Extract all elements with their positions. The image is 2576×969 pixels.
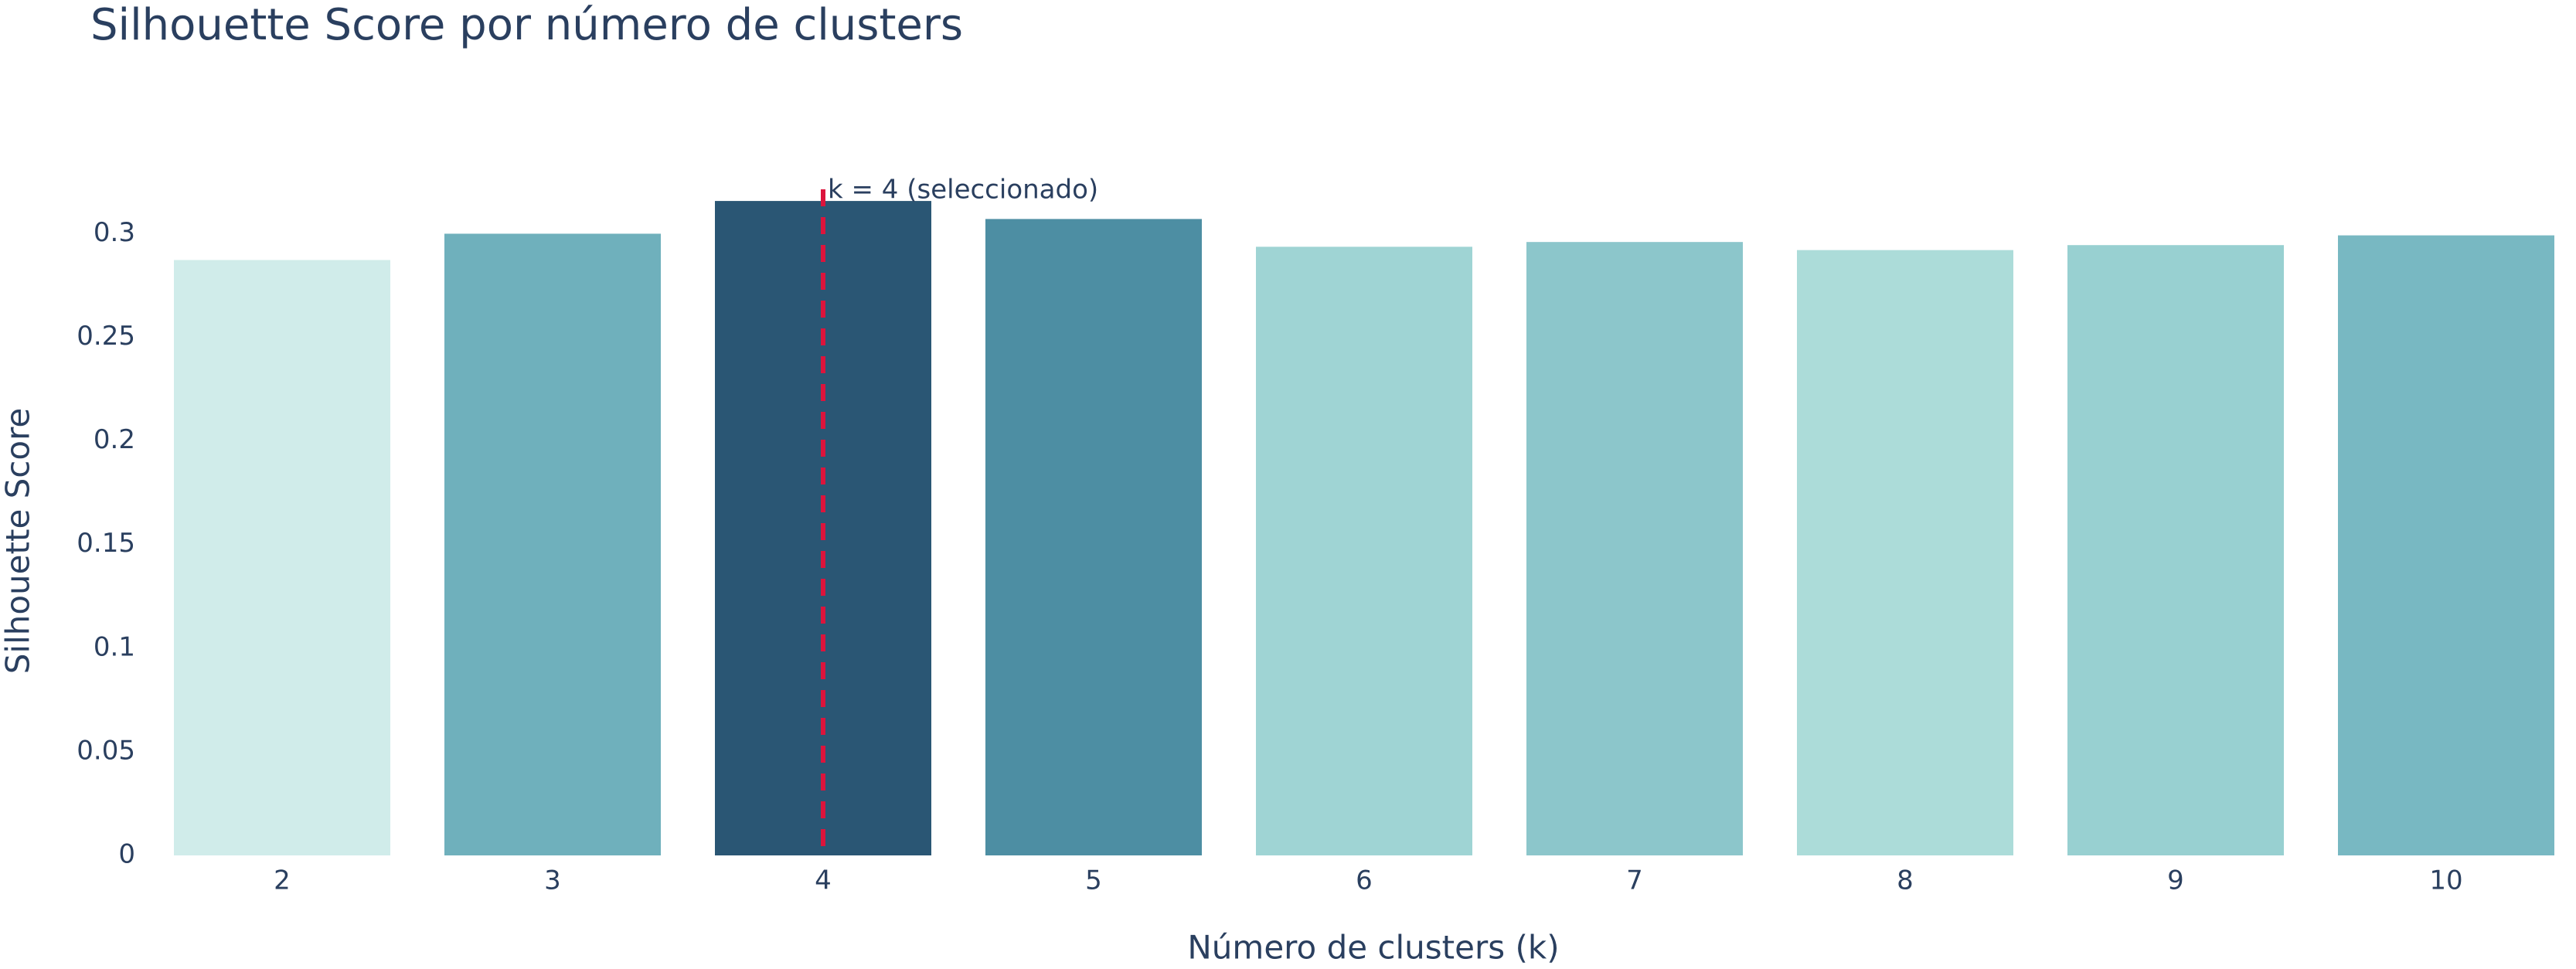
y-tick-label: 0 — [118, 839, 135, 870]
y-tick-label: 0.05 — [77, 735, 135, 766]
bar — [444, 233, 661, 855]
bar — [1256, 246, 1472, 856]
y-tick-label: 0.3 — [94, 217, 135, 248]
x-axis-title: Número de clusters (k) — [1187, 929, 1559, 967]
bar — [174, 260, 390, 855]
y-tick-label: 0.25 — [77, 321, 135, 352]
x-tick-label: 10 — [2429, 865, 2462, 896]
x-tick-label: 6 — [1356, 865, 1373, 896]
x-tick-label: 9 — [2167, 865, 2184, 896]
chart-title: Silhouette Score por número de clusters — [90, 0, 963, 50]
bar — [2338, 235, 2554, 856]
reference-label: k = 4 (seleccionado) — [828, 175, 1098, 206]
x-tick-label: 4 — [815, 865, 832, 896]
x-tick-label: 7 — [1626, 865, 1643, 896]
x-tick-label: 8 — [1897, 865, 1914, 896]
bar — [985, 219, 1202, 855]
y-axis-title: Silhouette Score — [0, 408, 37, 675]
bar — [2067, 245, 2284, 855]
y-tick-label: 0.15 — [77, 528, 135, 559]
y-tick-label: 0.1 — [94, 631, 135, 662]
bar — [1797, 250, 2013, 856]
x-tick-label: 2 — [274, 865, 291, 896]
x-tick-label: 5 — [1085, 865, 1102, 896]
y-tick-label: 0.2 — [94, 424, 135, 455]
x-tick-label: 3 — [544, 865, 561, 896]
bar — [1526, 242, 1743, 855]
